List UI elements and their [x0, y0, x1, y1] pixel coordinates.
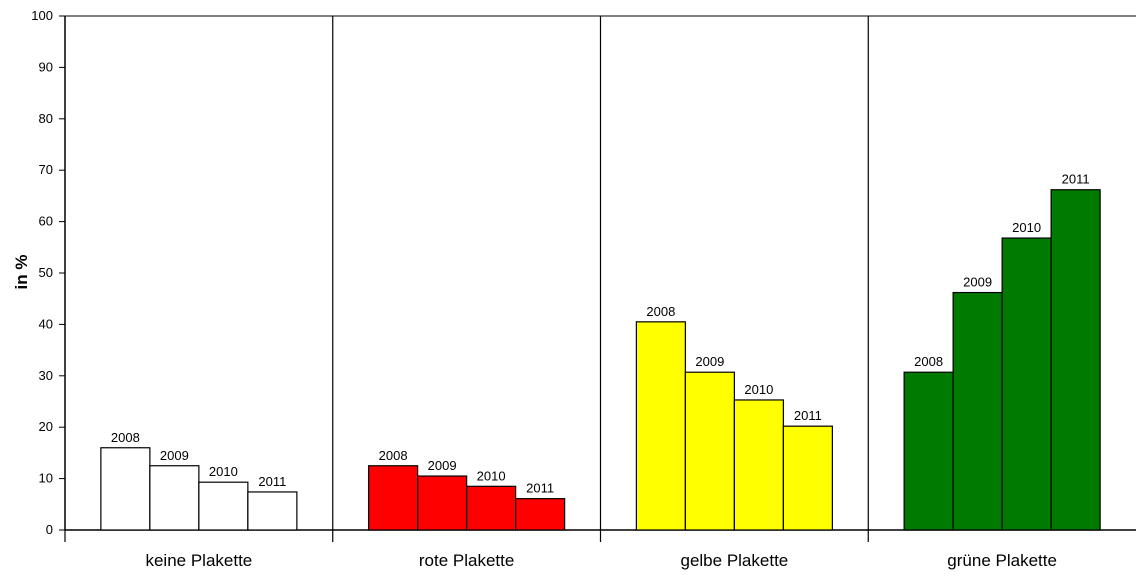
- bar-year-label: 2009: [160, 448, 189, 463]
- bar-year-label: 2008: [914, 354, 943, 369]
- bar-year-label: 2011: [1062, 172, 1090, 187]
- bar-year-label: 2008: [379, 448, 408, 463]
- category-label: keine Plakette: [145, 551, 252, 570]
- category-label: gelbe Plakette: [681, 551, 789, 570]
- bar-year-label: 2009: [428, 458, 457, 473]
- bar-year-label: 2010: [744, 382, 773, 397]
- bar-year-label: 2010: [477, 468, 506, 483]
- y-tick-label: 60: [39, 214, 53, 229]
- bar-year-label: 2011: [794, 408, 822, 423]
- bar: [1050, 189, 1101, 531]
- y-axis-title: in %: [12, 255, 31, 290]
- bar-year-label: 2009: [963, 275, 992, 290]
- y-tick-label: 90: [39, 59, 53, 74]
- bar: [198, 481, 249, 531]
- bar-year-label: 2011: [258, 474, 286, 489]
- y-axis-ticks: 0 10 20 30 40 50 60 70 80 90 100: [31, 8, 65, 537]
- bar-year-label: 2008: [646, 304, 675, 319]
- y-tick-label: 10: [39, 471, 53, 486]
- category-label: rote Plakette: [419, 551, 514, 570]
- bar: [635, 321, 686, 531]
- bar: [149, 465, 200, 531]
- y-tick-label: 70: [39, 162, 53, 177]
- bar: [100, 447, 151, 531]
- bar: [684, 371, 735, 531]
- bar-year-label: 2008: [111, 430, 140, 445]
- bar: [1001, 237, 1052, 531]
- bar: [247, 491, 298, 531]
- y-tick-label: 30: [39, 368, 53, 383]
- category-labels: keine Plakette rote Plakette gelbe Plakett…: [145, 551, 1056, 570]
- bar: [417, 475, 468, 531]
- bar: [733, 399, 784, 531]
- category-label: grüne Plakette: [947, 551, 1057, 570]
- y-tick-label: 50: [39, 265, 53, 280]
- bar: [903, 371, 954, 531]
- bars: [100, 189, 1101, 531]
- bar: [782, 425, 833, 531]
- category-separators: [64, 16, 869, 542]
- bar: [515, 498, 566, 531]
- bar-year-label: 2010: [1012, 220, 1041, 235]
- bar: [952, 291, 1003, 531]
- y-tick-label: 20: [39, 419, 53, 434]
- bar-year-label: 2011: [526, 481, 554, 496]
- bar: [466, 485, 517, 531]
- y-tick-label: 100: [31, 8, 53, 23]
- bar-year-label: 2009: [695, 354, 724, 369]
- y-tick-label: 40: [39, 316, 53, 331]
- bar: [368, 465, 419, 531]
- bar-year-label: 2010: [209, 464, 238, 479]
- y-tick-label: 80: [39, 111, 53, 126]
- bar-labels: 2008 2009 2010 2011 2008 2009 2010 2011 2008 2009…: [111, 172, 1090, 496]
- y-tick-label: 0: [46, 522, 53, 537]
